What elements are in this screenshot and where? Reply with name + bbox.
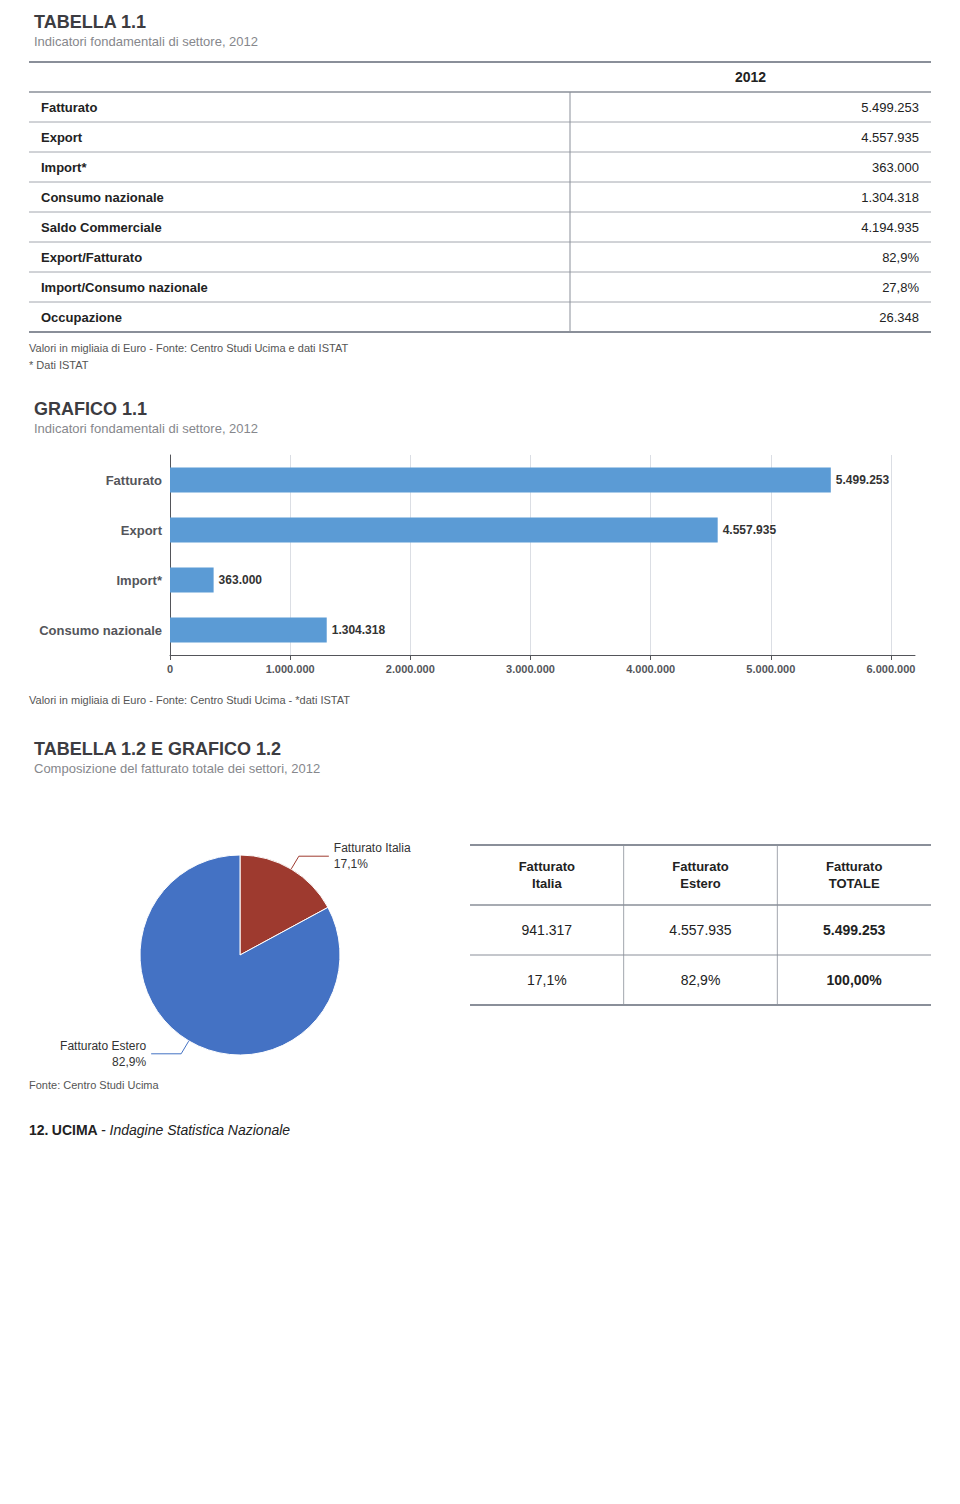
- svg-text:4.557.935: 4.557.935: [723, 523, 777, 537]
- svg-text:TABELLA 1.1: TABELLA 1.1: [34, 12, 146, 32]
- svg-text:Export: Export: [121, 523, 163, 538]
- svg-text:941.317: 941.317: [522, 922, 573, 938]
- svg-text:3.000.000: 3.000.000: [506, 663, 555, 675]
- svg-text:Saldo Commerciale: Saldo Commerciale: [41, 220, 162, 235]
- svg-text:17,1%: 17,1%: [527, 972, 567, 988]
- svg-text:26.348: 26.348: [879, 310, 919, 325]
- svg-text:4.000.000: 4.000.000: [626, 663, 675, 675]
- svg-text:Fatturato: Fatturato: [672, 859, 728, 874]
- svg-text:Italia: Italia: [532, 876, 562, 891]
- svg-text:12.: 12.: [29, 1122, 48, 1138]
- svg-text:GRAFICO 1.1: GRAFICO 1.1: [34, 399, 147, 419]
- svg-text:Indicatori fondamentali di set: Indicatori fondamentali di settore, 2012: [34, 421, 258, 436]
- svg-text:Export/Fatturato: Export/Fatturato: [41, 250, 142, 265]
- svg-text:Import/Consumo nazionale: Import/Consumo nazionale: [41, 280, 208, 295]
- svg-text:100,00%: 100,00%: [827, 972, 883, 988]
- svg-text:82,9%: 82,9%: [112, 1055, 146, 1069]
- svg-text:5.499.253: 5.499.253: [836, 473, 890, 487]
- svg-text:Consumo nazionale: Consumo nazionale: [41, 190, 164, 205]
- svg-text:2012: 2012: [735, 69, 766, 85]
- svg-text:Import*: Import*: [117, 573, 163, 588]
- svg-text:Fatturato Italia: Fatturato Italia: [334, 841, 411, 855]
- svg-text:1.304.318: 1.304.318: [332, 623, 386, 637]
- svg-text:Export: Export: [41, 130, 83, 145]
- svg-text:Consumo nazionale: Consumo nazionale: [39, 623, 162, 638]
- svg-text:363.000: 363.000: [872, 160, 919, 175]
- svg-text:- Indagine Statistica Nazional: - Indagine Statistica Nazionale: [101, 1122, 290, 1138]
- svg-text:TOTALE: TOTALE: [829, 876, 880, 891]
- svg-text:5.499.253: 5.499.253: [823, 922, 885, 938]
- svg-text:27,8%: 27,8%: [882, 280, 919, 295]
- svg-text:Fatturato: Fatturato: [106, 473, 162, 488]
- svg-text:UCIMA: UCIMA: [52, 1122, 98, 1138]
- svg-text:4.557.935: 4.557.935: [669, 922, 731, 938]
- svg-text:Fatturato: Fatturato: [41, 100, 97, 115]
- svg-text:1.304.318: 1.304.318: [861, 190, 919, 205]
- svg-text:82,9%: 82,9%: [882, 250, 919, 265]
- svg-text:TABELLA 1.2 E GRAFICO 1.2: TABELLA 1.2 E GRAFICO 1.2: [34, 739, 281, 759]
- svg-text:Valori in migliaia di Euro - F: Valori in migliaia di Euro - Fonte: Cent…: [29, 342, 348, 354]
- svg-text:Fatturato: Fatturato: [826, 859, 882, 874]
- svg-text:* Dati ISTAT: * Dati ISTAT: [29, 359, 89, 371]
- svg-text:4.557.935: 4.557.935: [861, 130, 919, 145]
- svg-text:Composizione del fatturato tot: Composizione del fatturato totale dei se…: [34, 761, 320, 776]
- svg-text:Fatturato Estero: Fatturato Estero: [60, 1039, 146, 1053]
- svg-text:17,1%: 17,1%: [334, 857, 368, 871]
- svg-text:6.000.000: 6.000.000: [866, 663, 915, 675]
- svg-text:4.194.935: 4.194.935: [861, 220, 919, 235]
- svg-text:363.000: 363.000: [219, 573, 263, 587]
- svg-text:Occupazione: Occupazione: [41, 310, 122, 325]
- svg-text:2.000.000: 2.000.000: [386, 663, 435, 675]
- svg-text:82,9%: 82,9%: [681, 972, 721, 988]
- svg-text:5.499.253: 5.499.253: [861, 100, 919, 115]
- svg-text:Import*: Import*: [41, 160, 87, 175]
- svg-text:5.000.000: 5.000.000: [746, 663, 795, 675]
- svg-text:Fatturato: Fatturato: [519, 859, 575, 874]
- svg-text:Indicatori fondamentali di set: Indicatori fondamentali di settore, 2012: [34, 34, 258, 49]
- svg-text:0: 0: [167, 663, 173, 675]
- svg-text:Valori in migliaia di Euro - F: Valori in migliaia di Euro - Fonte: Cent…: [29, 694, 350, 706]
- svg-text:Estero: Estero: [680, 876, 721, 891]
- svg-text:Fonte: Centro Studi Ucima: Fonte: Centro Studi Ucima: [29, 1079, 159, 1091]
- svg-text:1.000.000: 1.000.000: [266, 663, 315, 675]
